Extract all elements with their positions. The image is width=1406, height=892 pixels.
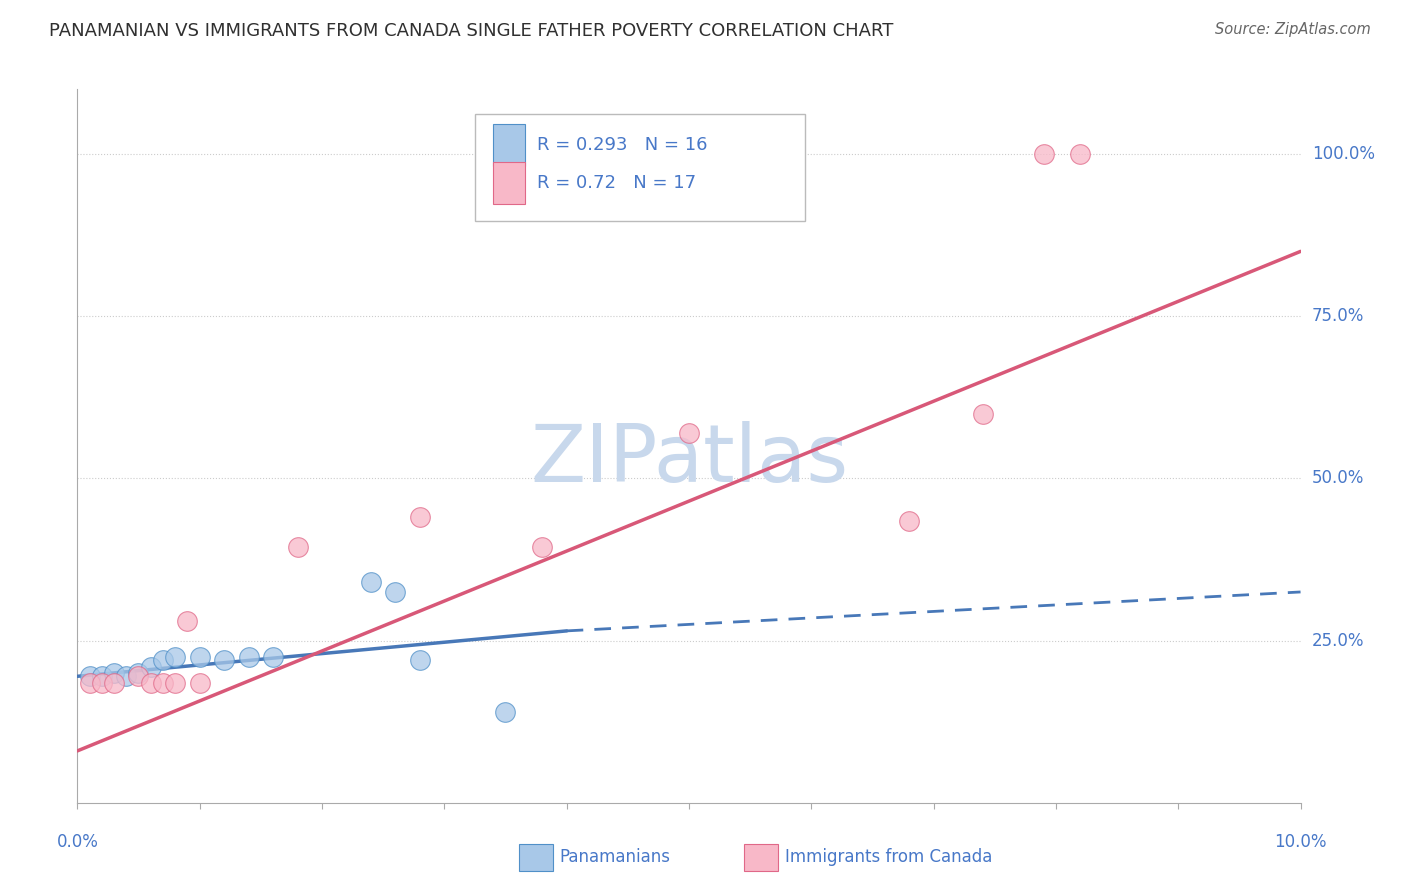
Point (1069, 147, 1091, 161)
Point (495, 705, 517, 719)
Point (103, 675, 125, 690)
Text: Panamanians: Panamanians (560, 848, 671, 866)
Point (139, 659, 162, 673)
Point (1032, 147, 1054, 161)
Text: R = 0.293   N = 16: R = 0.293 N = 16 (537, 136, 707, 153)
Text: ZIPatlas: ZIPatlas (530, 421, 848, 500)
Point (90, 669, 112, 683)
Point (79, 669, 101, 683)
Point (678, 425, 700, 440)
Point (165, 675, 187, 690)
Point (972, 407, 994, 421)
Point (79, 675, 101, 690)
Point (287, 540, 309, 554)
Text: Source: ZipAtlas.com: Source: ZipAtlas.com (1215, 22, 1371, 37)
FancyBboxPatch shape (494, 162, 524, 204)
Point (409, 510, 432, 524)
Text: Immigrants from Canada: Immigrants from Canada (785, 848, 991, 866)
Text: PANAMANIAN VS IMMIGRANTS FROM CANADA SINGLE FATHER POVERTY CORRELATION CHART: PANAMANIAN VS IMMIGRANTS FROM CANADA SIN… (49, 22, 894, 40)
FancyBboxPatch shape (494, 124, 524, 166)
Point (531, 540, 554, 554)
Point (384, 585, 406, 599)
Point (176, 614, 198, 628)
Text: 10.0%: 10.0% (1274, 833, 1327, 851)
Text: 25.0%: 25.0% (1312, 632, 1364, 649)
Point (212, 653, 235, 667)
Point (409, 653, 432, 667)
Point (238, 649, 260, 664)
Point (152, 653, 174, 667)
FancyBboxPatch shape (475, 114, 806, 221)
Point (188, 675, 211, 690)
Text: 75.0%: 75.0% (1312, 307, 1364, 326)
Point (188, 649, 211, 664)
Point (103, 666, 125, 681)
Point (127, 666, 149, 681)
Point (165, 649, 187, 664)
Point (262, 649, 284, 664)
Text: R = 0.72   N = 17: R = 0.72 N = 17 (537, 175, 696, 193)
Point (115, 669, 138, 683)
Point (152, 675, 174, 690)
Point (898, 514, 921, 528)
Point (360, 575, 382, 590)
Text: 0.0%: 0.0% (56, 833, 98, 851)
Text: 100.0%: 100.0% (1312, 145, 1375, 163)
Point (139, 675, 162, 690)
Point (90, 675, 112, 690)
Point (127, 669, 149, 683)
Text: 50.0%: 50.0% (1312, 469, 1364, 487)
